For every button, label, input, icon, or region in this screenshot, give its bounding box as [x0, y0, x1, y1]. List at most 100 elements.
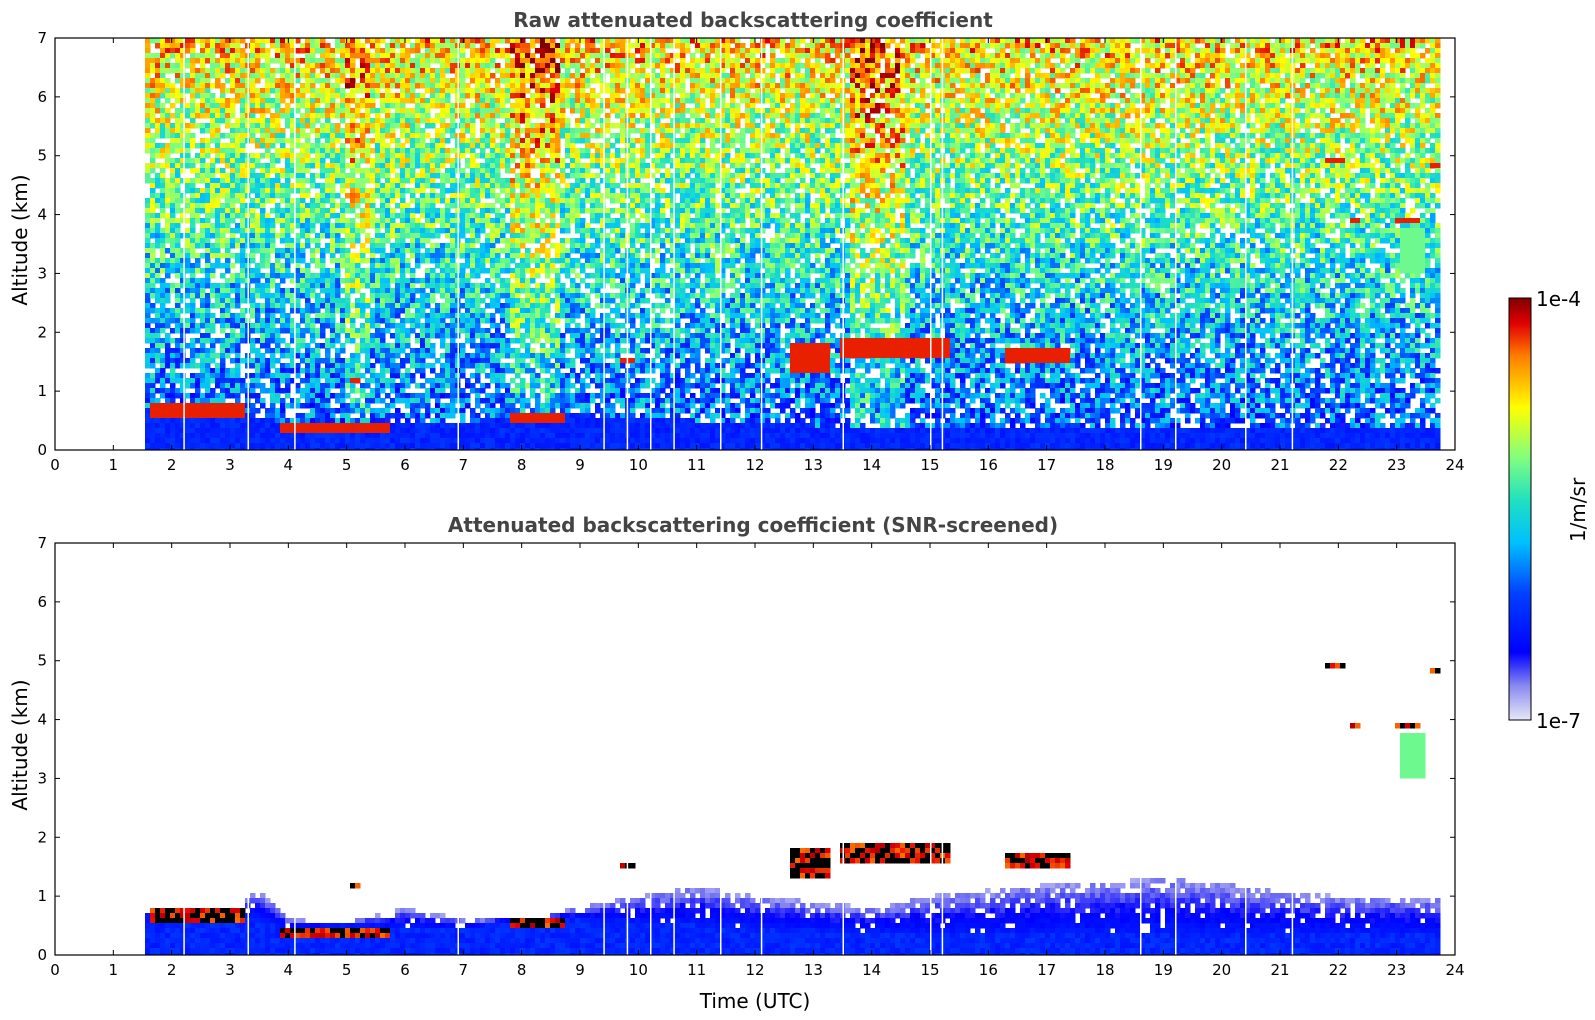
- raw-cell: [330, 68, 336, 74]
- raw-cell: [235, 378, 241, 384]
- raw-cell: [330, 83, 336, 89]
- raw-cell: [275, 188, 281, 194]
- raw-cell: [145, 68, 151, 74]
- raw-cell: [230, 348, 236, 354]
- raw-cell: [195, 143, 201, 149]
- raw-cell: [445, 128, 451, 134]
- raw-cell: [350, 158, 356, 164]
- raw-cell: [430, 203, 436, 209]
- raw-cell: [320, 388, 326, 394]
- raw-cell: [490, 223, 496, 229]
- raw-cell: [160, 143, 166, 149]
- raw-cell: [355, 278, 361, 284]
- raw-cell: [300, 423, 306, 429]
- raw-cell: [350, 398, 356, 404]
- raw-cell: [370, 263, 376, 269]
- raw-cell: [475, 443, 481, 449]
- raw-cell: [325, 83, 331, 89]
- raw-cell: [330, 98, 336, 104]
- raw-cell: [435, 173, 441, 179]
- raw-cell: [300, 418, 306, 424]
- raw-cell: [420, 258, 426, 264]
- raw-cell: [430, 243, 436, 249]
- raw-cell: [280, 48, 286, 54]
- raw-cell: [360, 403, 366, 409]
- raw-cell: [360, 443, 366, 449]
- raw-cell: [310, 223, 316, 229]
- raw-cell: [460, 143, 466, 149]
- raw-cell: [145, 443, 151, 449]
- raw-cell: [490, 228, 496, 234]
- raw-cell: [300, 83, 306, 89]
- raw-cell: [315, 93, 321, 99]
- raw-cell: [240, 263, 246, 269]
- raw-cell: [385, 63, 391, 69]
- raw-cell: [335, 123, 341, 129]
- raw-cell: [285, 378, 291, 384]
- raw-cell: [415, 93, 421, 99]
- raw-cell: [365, 398, 371, 404]
- raw-cell: [145, 48, 151, 54]
- raw-cell: [350, 138, 356, 144]
- raw-cell: [200, 428, 206, 434]
- raw-cell: [425, 313, 431, 319]
- raw-cell: [325, 358, 331, 364]
- raw-cell: [450, 248, 456, 254]
- raw-cell: [355, 333, 361, 339]
- raw-cell: [205, 68, 211, 74]
- raw-cell: [405, 178, 411, 184]
- raw-cell: [310, 273, 316, 279]
- raw-cell: [145, 143, 151, 149]
- raw-cell: [400, 318, 406, 324]
- raw-cell: [320, 198, 326, 204]
- raw-cell: [185, 413, 191, 419]
- raw-cell: [430, 348, 436, 354]
- raw-cell: [225, 238, 231, 244]
- raw-cell: [175, 443, 181, 449]
- raw-cell: [160, 363, 166, 369]
- raw-cell: [330, 63, 336, 69]
- raw-cell: [250, 133, 256, 139]
- raw-cell: [430, 443, 436, 449]
- raw-cell: [275, 158, 281, 164]
- raw-cell: [235, 373, 241, 379]
- raw-cell: [370, 158, 376, 164]
- raw-cell: [460, 58, 466, 64]
- raw-cell: [485, 133, 491, 139]
- raw-cell: [150, 253, 156, 259]
- raw-cell: [415, 53, 421, 59]
- raw-cell: [150, 103, 156, 109]
- raw-cell: [175, 438, 181, 444]
- raw-cell: [480, 388, 486, 394]
- raw-cell: [230, 168, 236, 174]
- raw-cell: [375, 243, 381, 249]
- raw-cell: [175, 358, 181, 364]
- raw-cell: [370, 343, 376, 349]
- raw-cell: [185, 43, 191, 49]
- raw-cell: [460, 208, 466, 214]
- raw-cell: [460, 443, 466, 449]
- raw-cell: [350, 333, 356, 339]
- raw-cell: [420, 58, 426, 64]
- raw-cell: [385, 408, 391, 414]
- raw-cell: [390, 413, 396, 419]
- raw-cell: [420, 393, 426, 399]
- raw-cell: [450, 253, 456, 259]
- raw-cell: [155, 133, 161, 139]
- raw-cell: [175, 293, 181, 299]
- raw-cell: [350, 203, 356, 209]
- raw-cell: [310, 388, 316, 394]
- raw-cell: [280, 448, 286, 450]
- raw-cell: [165, 193, 171, 199]
- raw-cell: [195, 58, 201, 64]
- raw-cell: [340, 43, 346, 49]
- raw-cell: [440, 218, 446, 224]
- raw-cell: [410, 288, 416, 294]
- raw-cell: [185, 408, 191, 414]
- raw-cell: [205, 328, 211, 334]
- raw-cell: [210, 338, 216, 344]
- raw-cell: [195, 433, 201, 439]
- raw-cell: [330, 418, 336, 424]
- raw-cell: [445, 218, 451, 224]
- raw-cell: [485, 183, 491, 189]
